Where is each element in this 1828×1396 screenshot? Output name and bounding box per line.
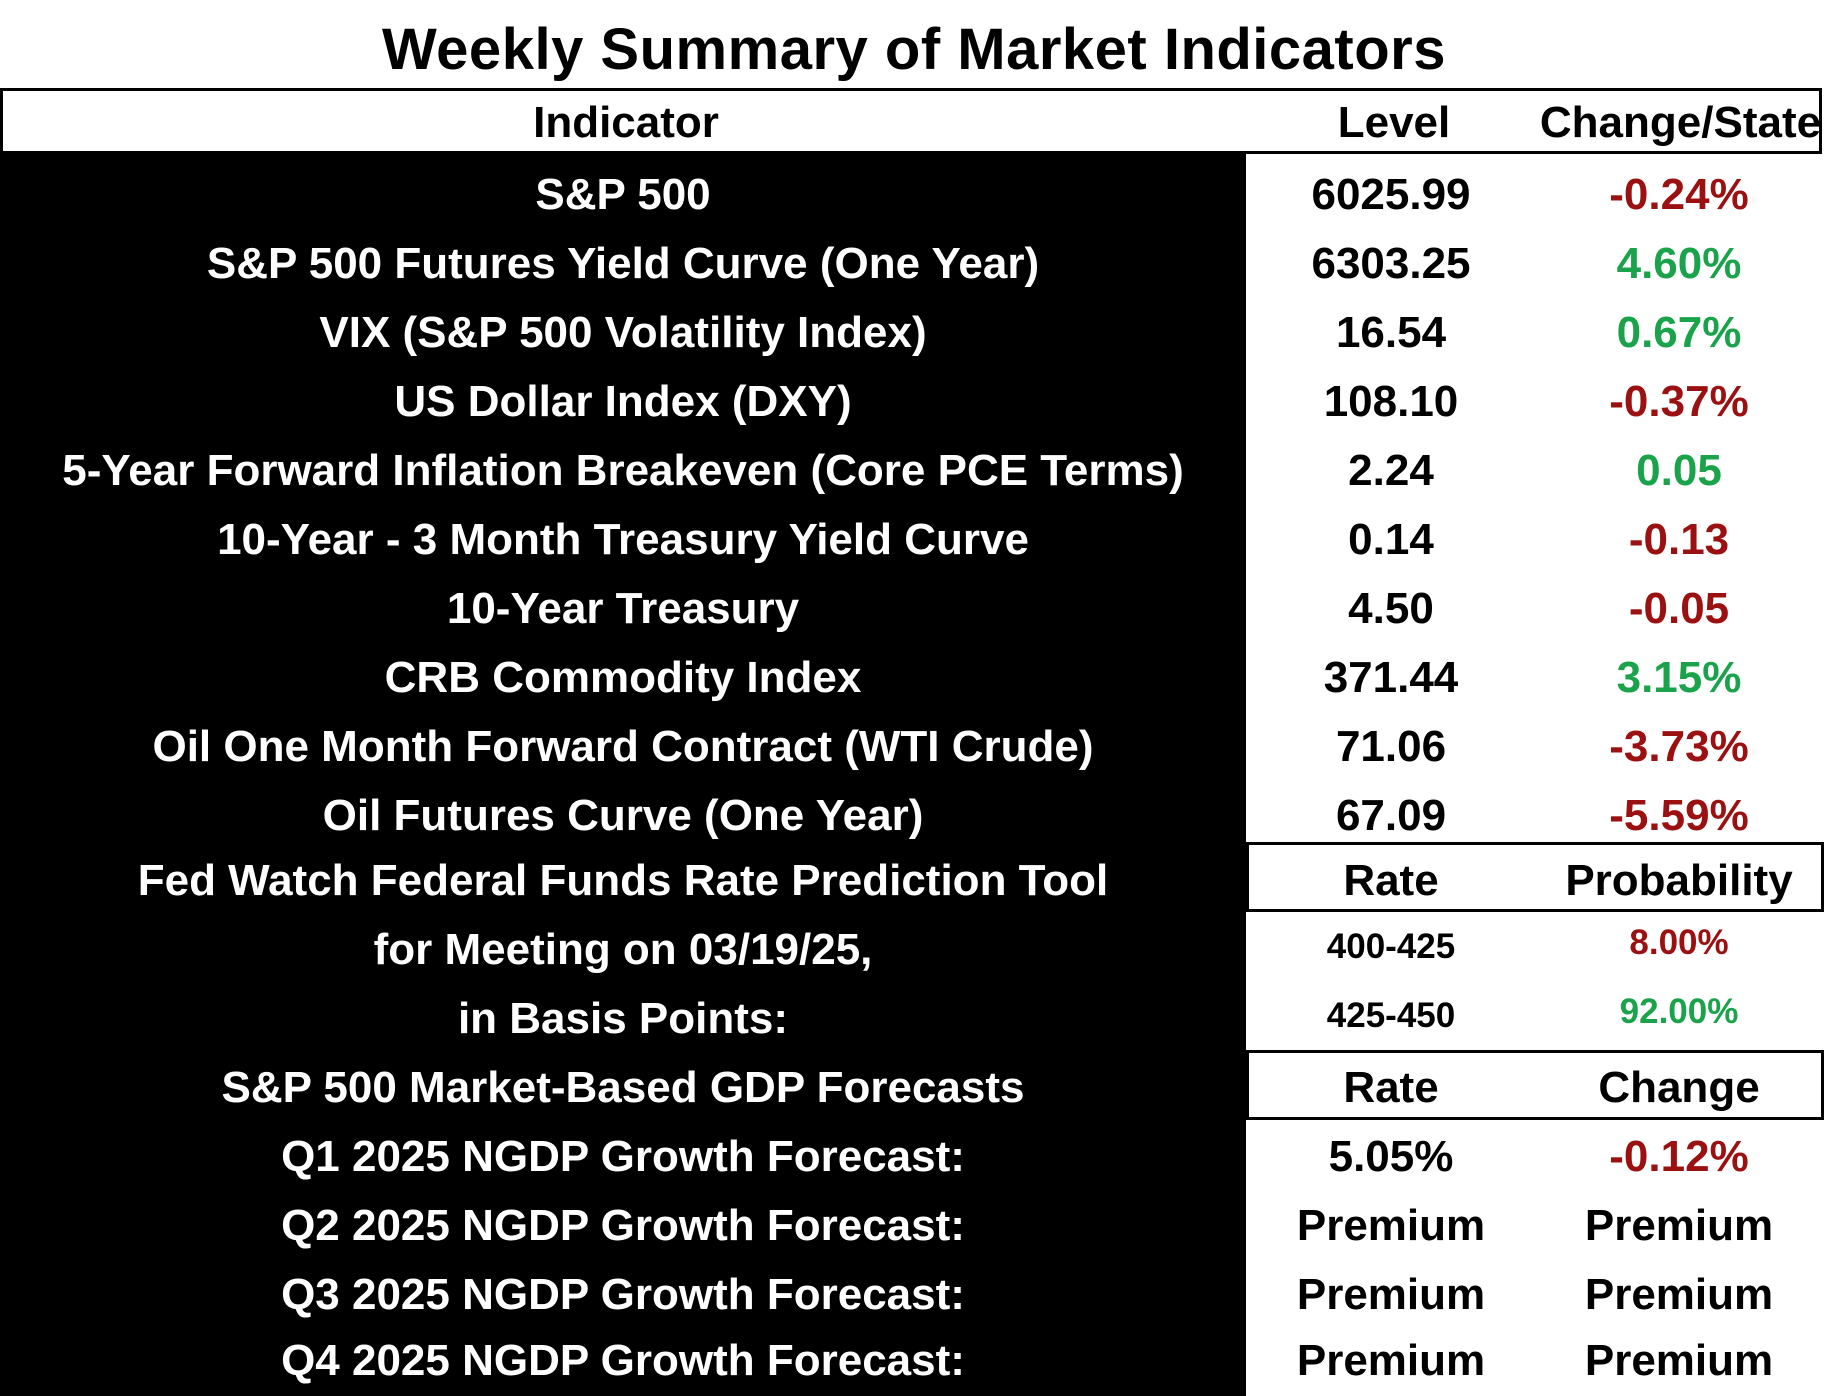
- gdp-change-value: Premium: [1584, 1336, 1774, 1385]
- gdp-forecast-label: Q3 2025 NGDP Growth Forecast:: [281, 1270, 965, 1319]
- gdp-change-value: -0.12%: [1609, 1132, 1749, 1181]
- header-level: Level: [1337, 98, 1451, 147]
- table-header: Indicator Level Change/State: [0, 88, 1822, 154]
- gdp-rate-value: 5.05%: [1328, 1132, 1454, 1181]
- fedwatch-title: Fed Watch Federal Funds Rate Prediction …: [137, 856, 1109, 905]
- level-value: 2.24: [1348, 446, 1434, 495]
- change-value: -5.59%: [1609, 791, 1749, 840]
- level-value: 67.09: [1335, 791, 1447, 840]
- gdp-change-header: Change: [1598, 1063, 1760, 1112]
- gdp-rate-value: Premium: [1296, 1201, 1486, 1250]
- indicator-label: Oil Futures Curve (One Year): [322, 791, 924, 840]
- gdp-change-value: Premium: [1584, 1201, 1774, 1250]
- change-value: -0.24%: [1609, 170, 1749, 219]
- gdp-forecast-label: Q2 2025 NGDP Growth Forecast:: [281, 1201, 965, 1250]
- change-value: -0.05: [1628, 584, 1730, 633]
- fedwatch-units: in Basis Points:: [457, 994, 789, 1043]
- fedwatch-probability: 8.00%: [1629, 923, 1729, 962]
- level-value: 6025.99: [1311, 170, 1471, 219]
- gdp-forecast-label: Q1 2025 NGDP Growth Forecast:: [281, 1132, 965, 1181]
- gdp-rate-value: Premium: [1296, 1270, 1486, 1319]
- indicator-column-background: [0, 154, 1246, 1396]
- fedwatch-rate-range: 425-450: [1326, 996, 1456, 1035]
- change-value: 4.60%: [1616, 239, 1742, 288]
- gdp-heading: S&P 500 Market-Based GDP Forecasts: [221, 1063, 1025, 1112]
- indicator-label: 5-Year Forward Inflation Breakeven (Core…: [62, 446, 1184, 495]
- indicator-label: CRB Commodity Index: [384, 653, 862, 702]
- header-change: Change/State: [1539, 98, 1822, 147]
- fedwatch-subheader-box: [1246, 842, 1824, 912]
- change-value: 3.15%: [1616, 653, 1742, 702]
- change-value: -3.73%: [1609, 722, 1749, 771]
- fedwatch-meeting-date: for Meeting on 03/19/25,: [373, 925, 873, 974]
- gdp-change-value: Premium: [1584, 1270, 1774, 1319]
- indicator-label: 10-Year - 3 Month Treasury Yield Curve: [217, 515, 1029, 564]
- gdp-rate-value: Premium: [1296, 1336, 1486, 1385]
- level-value: 108.10: [1323, 377, 1459, 426]
- fedwatch-probability: 92.00%: [1619, 992, 1739, 1031]
- indicator-label: S&P 500 Futures Yield Curve (One Year): [206, 239, 1040, 288]
- indicator-label: 10-Year Treasury: [446, 584, 800, 633]
- indicator-label: Oil One Month Forward Contract (WTI Crud…: [152, 722, 1094, 771]
- level-value: 371.44: [1323, 653, 1459, 702]
- indicator-label: US Dollar Index (DXY): [394, 377, 852, 426]
- gdp-rate-header: Rate: [1343, 1063, 1439, 1112]
- level-value: 0.14: [1348, 515, 1434, 564]
- indicator-label: S&P 500: [535, 170, 711, 219]
- change-value: 0.05: [1636, 446, 1722, 495]
- change-value: 0.67%: [1616, 308, 1742, 357]
- level-value: 16.54: [1335, 308, 1447, 357]
- gdp-subheader-box: [1246, 1050, 1824, 1120]
- gdp-forecast-label: Q4 2025 NGDP Growth Forecast:: [281, 1336, 965, 1385]
- change-value: -0.13: [1628, 515, 1730, 564]
- level-value: 71.06: [1335, 722, 1447, 771]
- page-title: Weekly Summary of Market Indicators: [381, 17, 1447, 82]
- fedwatch-rate-header: Rate: [1343, 856, 1439, 905]
- fedwatch-rate-range: 400-425: [1326, 927, 1456, 966]
- fedwatch-probability-header: Probability: [1565, 856, 1793, 905]
- indicator-label: VIX (S&P 500 Volatility Index): [319, 308, 927, 357]
- change-value: -0.37%: [1609, 377, 1749, 426]
- level-value: 4.50: [1348, 584, 1434, 633]
- header-indicator: Indicator: [533, 98, 719, 147]
- level-value: 6303.25: [1311, 239, 1471, 288]
